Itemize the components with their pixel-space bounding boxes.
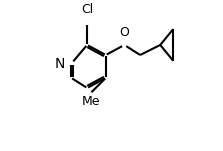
Text: N: N bbox=[55, 57, 65, 71]
Text: Cl: Cl bbox=[81, 3, 93, 16]
Text: O: O bbox=[120, 26, 129, 39]
Text: Me: Me bbox=[82, 95, 101, 108]
